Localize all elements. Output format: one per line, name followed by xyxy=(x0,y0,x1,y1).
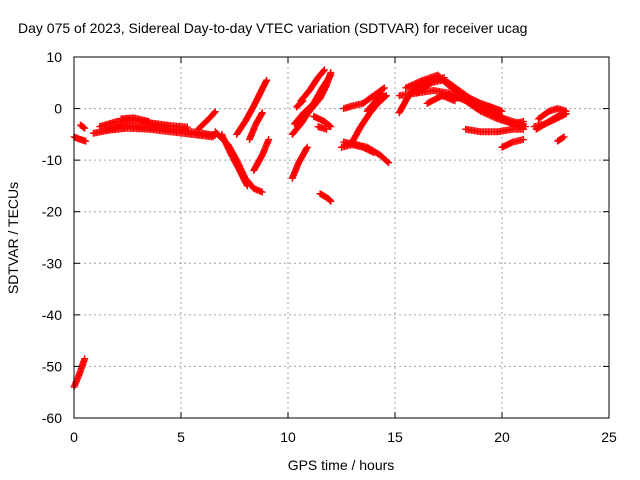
y-tick-label: -10 xyxy=(42,152,62,168)
data-point-markers xyxy=(438,92,506,120)
data-point-markers xyxy=(310,112,335,131)
data-arc xyxy=(314,123,330,133)
x-tick-label: 25 xyxy=(601,429,617,445)
data-point-markers xyxy=(250,136,273,174)
data-arc xyxy=(250,136,273,174)
data-arc xyxy=(288,143,311,182)
data-arc xyxy=(290,71,335,128)
x-axis-ticks: 0 5 10 15 20 25 xyxy=(70,57,617,445)
data-arc xyxy=(233,76,271,138)
chart-title: Day 075 of 2023, Sidereal Day-to-day VTE… xyxy=(18,20,527,36)
data-arc xyxy=(316,190,335,205)
data-arc xyxy=(340,84,388,113)
data-arc xyxy=(462,125,527,136)
data-point-markers xyxy=(233,76,271,138)
x-tick-label: 0 xyxy=(70,429,78,445)
y-tick-label: 10 xyxy=(46,49,62,65)
y-tick-label: -60 xyxy=(42,410,62,426)
data-point-markers xyxy=(218,130,251,190)
data-arc xyxy=(532,110,566,133)
x-tick-label: 20 xyxy=(494,429,510,445)
data-point-markers xyxy=(288,143,311,182)
plot-frame xyxy=(73,56,610,419)
data-arc xyxy=(297,66,328,105)
data-point-markers xyxy=(102,121,219,139)
x-tick-label: 10 xyxy=(280,429,296,445)
data-point-markers xyxy=(534,105,570,123)
data-point-markers xyxy=(246,109,266,143)
data-arc xyxy=(498,115,527,128)
data-arc xyxy=(534,105,570,123)
data-arc xyxy=(246,109,266,143)
y-tick-label: -50 xyxy=(42,358,62,374)
data-point-markers xyxy=(76,121,89,132)
data-point-markers xyxy=(348,92,390,146)
data-arc xyxy=(194,108,219,133)
data-arc xyxy=(310,112,335,131)
data-points xyxy=(70,66,570,391)
y-tick-label: -30 xyxy=(42,255,62,271)
data-point-markers xyxy=(462,125,527,136)
y-tick-label: 0 xyxy=(54,101,62,117)
y-axis-ticks: -60 -50 -40 -30 -20 -10 0 10 xyxy=(42,49,609,426)
data-arc xyxy=(363,89,386,115)
data-point-markers xyxy=(194,108,219,133)
data-point-markers xyxy=(498,136,527,151)
y-tick-label: -40 xyxy=(42,307,62,323)
data-point-markers xyxy=(297,66,328,105)
data-point-markers xyxy=(314,123,330,133)
data-arc xyxy=(218,130,251,190)
x-tick-label: 15 xyxy=(387,429,403,445)
data-arc xyxy=(438,92,506,120)
data-point-markers xyxy=(532,110,566,133)
data-arc xyxy=(554,133,568,145)
data-arc xyxy=(348,92,390,146)
data-point-markers xyxy=(316,190,335,205)
data-arc xyxy=(102,121,219,139)
data-point-markers xyxy=(290,71,335,128)
x-axis-label: GPS time / hours xyxy=(288,457,395,473)
x-tick-label: 5 xyxy=(177,429,185,445)
data-arc xyxy=(76,121,89,132)
y-axis-label: SDTVAR / TECUs xyxy=(5,182,21,294)
data-point-markers xyxy=(363,89,386,115)
data-arc xyxy=(498,136,527,151)
data-point-markers xyxy=(498,115,527,128)
data-arc xyxy=(117,114,153,125)
data-point-markers xyxy=(340,84,388,113)
data-point-markers xyxy=(117,114,153,125)
data-point-markers xyxy=(554,133,568,145)
y-tick-label: -20 xyxy=(42,204,62,220)
